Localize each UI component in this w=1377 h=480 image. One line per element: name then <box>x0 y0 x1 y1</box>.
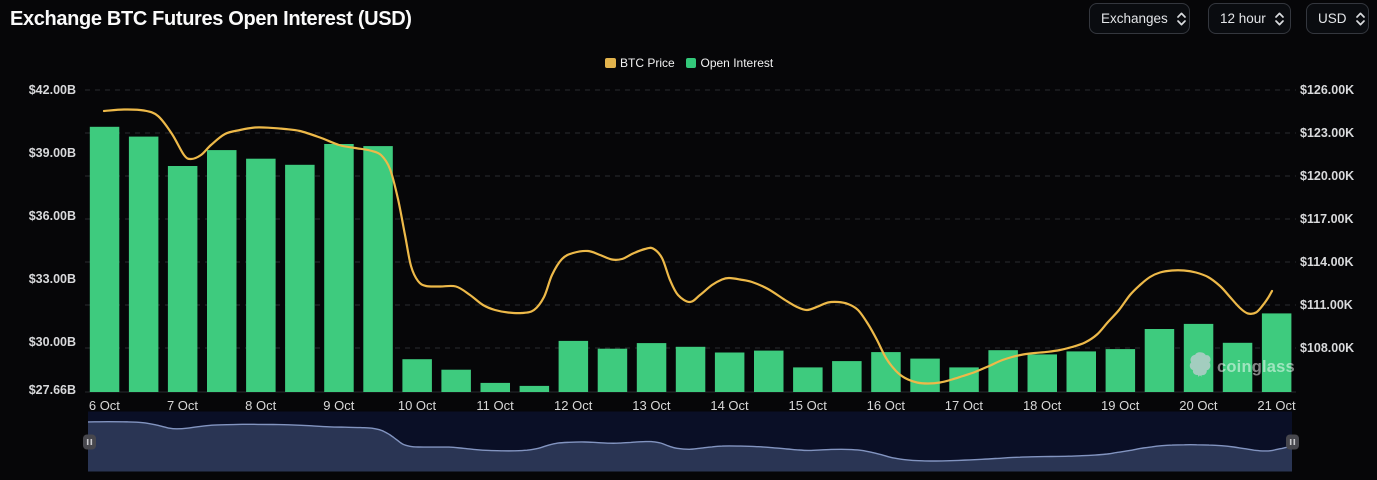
svg-text:coinglass: coinglass <box>1217 358 1295 376</box>
